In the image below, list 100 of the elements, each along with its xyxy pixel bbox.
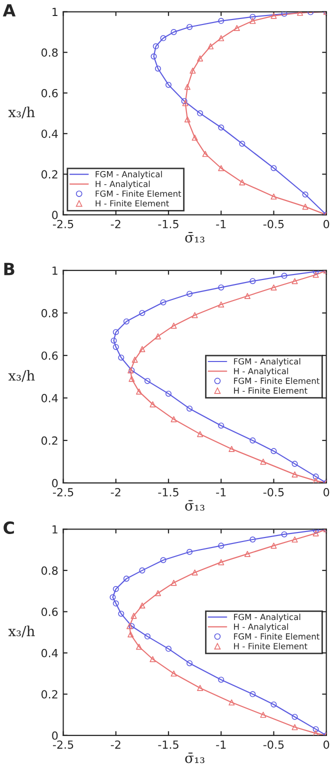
legend-label: FGM - Analytical xyxy=(234,358,300,366)
legend-label: H - Analytical xyxy=(234,368,288,376)
point xyxy=(218,559,224,566)
point xyxy=(260,712,266,718)
point xyxy=(170,322,177,329)
point xyxy=(270,542,277,549)
x-tick-label: -0.5 xyxy=(263,740,284,749)
point xyxy=(150,656,156,662)
y-tick-label: 1 xyxy=(52,266,58,275)
legend-label: H - Finite Element xyxy=(234,387,308,394)
y-tick-label: 1 xyxy=(52,525,58,534)
point xyxy=(192,134,198,141)
x-tick-label: -0.5 xyxy=(263,220,284,228)
point xyxy=(234,24,240,32)
point xyxy=(136,644,142,650)
point xyxy=(218,165,224,172)
point xyxy=(292,536,298,543)
point xyxy=(154,333,161,340)
point xyxy=(128,376,135,382)
point xyxy=(128,631,134,638)
point xyxy=(312,530,319,536)
y-tick-label: 0.2 xyxy=(41,436,58,445)
point xyxy=(292,724,298,730)
x-tick-label: -1 xyxy=(216,740,226,749)
legend-label: H - Finite Element xyxy=(96,200,169,207)
y-tick-label: 0.6 xyxy=(41,608,58,616)
point xyxy=(136,388,142,395)
point xyxy=(184,84,190,90)
chart-title: B xyxy=(4,262,14,276)
legend-label: H - Analytical xyxy=(96,180,150,189)
legend-label: H - Analytical xyxy=(234,623,288,632)
point xyxy=(228,446,235,452)
y-tick-label: 0 xyxy=(52,731,58,740)
legend-label: FGM - Finite Element xyxy=(96,190,182,197)
x-tick-label: -1 xyxy=(216,220,226,228)
y-tick-label: 0.4 xyxy=(41,648,58,658)
y-tick-label: 0.8 xyxy=(41,48,58,57)
x-axis-title: σ̄₁₃ xyxy=(185,500,204,511)
point xyxy=(250,18,256,24)
y-tick-label: 0 xyxy=(52,478,58,488)
x-tick-label: -2.5 xyxy=(52,740,74,749)
legend-label: FGM - Finite Element xyxy=(234,378,320,384)
point xyxy=(132,356,138,363)
point xyxy=(139,602,146,609)
point xyxy=(292,278,298,284)
y-tick-label: 0.2 xyxy=(41,690,58,699)
point xyxy=(270,284,277,290)
point xyxy=(197,684,204,691)
point xyxy=(192,312,198,318)
y-tick-label: 0.2 xyxy=(41,170,58,179)
x-tick-label: 0 xyxy=(324,740,330,749)
point xyxy=(239,179,246,186)
y-axis-title: x₃/h xyxy=(8,106,35,118)
y-tick-label: 0.6 xyxy=(41,88,58,98)
legend-label: FGM - Analytical xyxy=(234,614,300,622)
point xyxy=(208,43,214,50)
point xyxy=(312,272,319,278)
point xyxy=(197,431,204,438)
point xyxy=(302,204,308,210)
x-tick-label: 0 xyxy=(324,220,330,228)
y-tick-label: 0.6 xyxy=(41,351,58,360)
point xyxy=(192,569,198,576)
y-tick-label: 0.8 xyxy=(41,566,58,575)
point xyxy=(228,699,235,706)
x-tick-label: -1 xyxy=(216,488,226,496)
x-tick-label: -2.5 xyxy=(52,488,74,496)
x-tick-label: -2 xyxy=(110,740,120,749)
point xyxy=(170,416,177,422)
point xyxy=(202,150,208,157)
x-tick-label: -0.5 xyxy=(263,488,284,496)
point xyxy=(184,116,190,122)
point xyxy=(190,68,196,74)
point xyxy=(292,471,298,478)
x-tick-label: -2 xyxy=(110,220,120,228)
point xyxy=(139,346,146,352)
point xyxy=(260,458,266,465)
chart-title: A xyxy=(2,4,16,16)
y-tick-label: 0.8 xyxy=(41,308,58,318)
y-axis-title: x₃/h xyxy=(8,626,35,638)
x-tick-label: -1.5 xyxy=(158,220,178,228)
legend-label: FGM - Analytical xyxy=(96,170,162,179)
point xyxy=(312,478,319,483)
point xyxy=(170,580,177,586)
point xyxy=(218,35,224,42)
point xyxy=(130,612,137,619)
point xyxy=(218,301,224,308)
x-tick-label: -2.5 xyxy=(52,220,74,228)
chart-title: C xyxy=(4,521,14,534)
y-tick-label: 0.4 xyxy=(41,130,58,138)
y-tick-label: 1 xyxy=(52,8,58,16)
x-tick-label: -2 xyxy=(110,488,120,496)
point xyxy=(150,401,156,408)
y-axis-title: x₃/h xyxy=(8,370,35,382)
point xyxy=(170,670,177,677)
x-tick-label: -1.5 xyxy=(158,740,178,749)
legend-label: H - Finite Element xyxy=(234,642,308,650)
point xyxy=(197,55,204,62)
y-tick-label: 0 xyxy=(52,210,58,220)
x-tick-label: 0 xyxy=(324,488,330,496)
point xyxy=(270,12,277,19)
